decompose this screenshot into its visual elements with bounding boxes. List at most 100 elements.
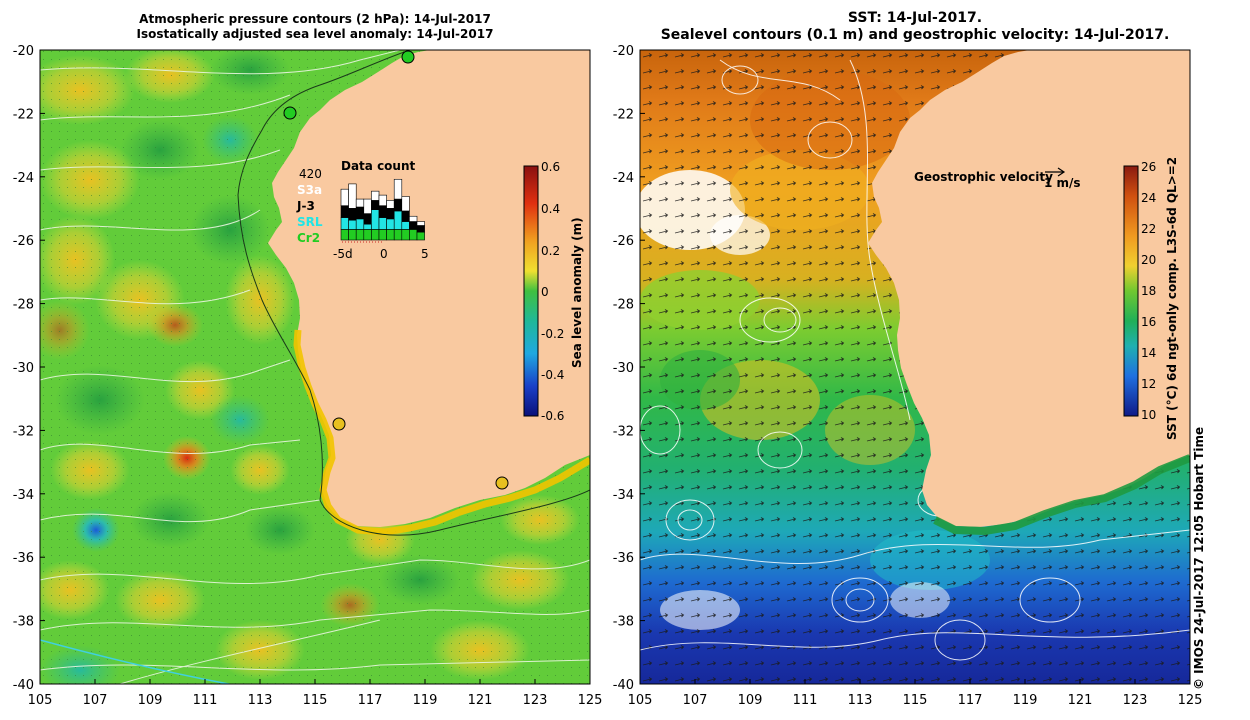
velocity-key-arrow bbox=[1045, 167, 1066, 177]
sst-colorbar-gradient bbox=[1123, 165, 1139, 417]
data-count-bar-j-3 bbox=[393, 198, 403, 212]
data-count-bar-srl bbox=[371, 209, 380, 230]
velocity-key: Geostrophic velocity 1 m/s bbox=[914, 167, 1081, 190]
sst-colorbar-label: SST (°C) 6d ngt-only comp. L3S-6d QL>=2 bbox=[1165, 157, 1179, 440]
svg-text:-0.2: -0.2 bbox=[541, 327, 564, 341]
right-x-tick: 105 bbox=[628, 693, 653, 708]
shelf-contour bbox=[237, 194, 590, 536]
sla-colorbar-ticks: 0.6 0.4 0.2 0 -0.2 -0.4 -0.6 bbox=[541, 160, 564, 423]
right-x-tick: 119 bbox=[1013, 693, 1038, 708]
left-x-tick: 109 bbox=[138, 693, 163, 708]
data-count-bar-srl bbox=[401, 221, 410, 230]
data-count-bar-s3a bbox=[340, 188, 349, 206]
australia-land bbox=[268, 50, 590, 527]
svg-text:26: 26 bbox=[1141, 160, 1156, 174]
data-count-bar-cr2 bbox=[416, 231, 425, 241]
data-count-bar-s3a bbox=[386, 200, 395, 209]
left-x-tick: 121 bbox=[468, 693, 493, 708]
right-x-tick: 117 bbox=[958, 693, 983, 708]
svg-text:16: 16 bbox=[1141, 315, 1156, 329]
data-count-bar-srl bbox=[355, 218, 365, 230]
left-panel-title: Atmospheric pressure contours (2 hPa): 1… bbox=[40, 12, 590, 42]
left-x-tick: 113 bbox=[248, 693, 273, 708]
right-y-tick: -34 bbox=[613, 488, 634, 503]
data-count-bar-cr2 bbox=[363, 229, 372, 241]
svg-text:12: 12 bbox=[1141, 377, 1156, 391]
data-count-bar-j-3 bbox=[363, 213, 372, 225]
right-x-tick: 115 bbox=[903, 693, 928, 708]
right-x-tick: 109 bbox=[738, 693, 763, 708]
left-y-tick: -28 bbox=[13, 298, 34, 313]
left-x-tick: 117 bbox=[358, 693, 383, 708]
right-y-tick: -26 bbox=[613, 234, 634, 249]
x-tick-minus5d: -5d bbox=[333, 247, 353, 261]
left-x-tick: 111 bbox=[193, 693, 218, 708]
right-y-tick: -32 bbox=[613, 424, 634, 439]
right-title-line2: Sealevel contours (0.1 m) and geostrophi… bbox=[660, 27, 1170, 43]
sla-colorbar-label: Sea level anomaly (m) bbox=[570, 217, 584, 368]
data-count-bar-s3a bbox=[393, 178, 403, 200]
tide-gauge-north[interactable] bbox=[401, 50, 415, 64]
data-count-bar-s3a bbox=[363, 198, 372, 214]
x-tick-0: 0 bbox=[380, 247, 388, 261]
left-y-tick: -30 bbox=[13, 361, 34, 376]
right-title-line1: SST: 14-Jul-2017. bbox=[847, 10, 983, 26]
svg-text:24: 24 bbox=[1141, 191, 1156, 205]
right-x-tick: 125 bbox=[1178, 693, 1203, 708]
data-count-bar-srl bbox=[393, 210, 403, 230]
left-x-tick: 115 bbox=[303, 693, 328, 708]
right-y-tick: -22 bbox=[613, 107, 634, 122]
svg-text:10: 10 bbox=[1141, 408, 1156, 422]
tide-gauge-exmouth[interactable] bbox=[283, 106, 297, 120]
data-count-bar-j-3 bbox=[378, 205, 387, 218]
data-count-bar-cr2 bbox=[371, 229, 380, 241]
data-count-bars bbox=[340, 178, 425, 241]
tide-gauge-fremantle[interactable] bbox=[332, 417, 346, 431]
data-count-bar-j-3 bbox=[371, 200, 380, 210]
data-count-bar-s3a bbox=[409, 215, 418, 222]
credit-text: © IMOS 24-Jul-2017 12:05 Hobart Time bbox=[1192, 426, 1206, 690]
left-y-tick: -20 bbox=[13, 44, 34, 59]
tide-gauge-esperance[interactable] bbox=[495, 476, 509, 490]
velocity-key-unit: 1 m/s bbox=[1044, 176, 1081, 190]
data-count-bar-j-3 bbox=[401, 210, 410, 222]
right-x-tick: 123 bbox=[1123, 693, 1148, 708]
data-count-bar-cr2 bbox=[393, 229, 403, 241]
right-x-tick: 113 bbox=[848, 693, 873, 708]
data-count-bar-j-3 bbox=[409, 221, 418, 230]
data-count-bar-cr2 bbox=[401, 229, 410, 241]
data-count-bar-cr2 bbox=[340, 229, 349, 241]
legend-s3a: S3a bbox=[297, 183, 322, 197]
right-y-tick: -20 bbox=[613, 44, 634, 59]
left-y-tick: -40 bbox=[13, 678, 34, 693]
svg-text:20: 20 bbox=[1141, 253, 1156, 267]
legend-srl: SRL bbox=[297, 215, 323, 229]
legend-cr2: Cr2 bbox=[297, 231, 320, 245]
right-panel-title: SST: 14-Jul-2017. Sealevel contours (0.1… bbox=[640, 10, 1190, 44]
svg-text:-0.6: -0.6 bbox=[541, 409, 564, 423]
data-count-bar-srl bbox=[348, 219, 357, 230]
data-count-bar-cr2 bbox=[348, 229, 357, 241]
data-count-bar-s3a bbox=[355, 198, 365, 208]
data-count-bar-j-3 bbox=[386, 208, 395, 220]
data-count-bar-cr2 bbox=[386, 229, 395, 241]
data-count-title: Data count bbox=[341, 159, 416, 173]
data-count-bar-j-3 bbox=[355, 206, 365, 220]
left-y-tick: -26 bbox=[13, 234, 34, 249]
data-count-bar-j-3 bbox=[416, 225, 425, 233]
svg-text:14: 14 bbox=[1141, 346, 1156, 360]
data-count-bar-s3a bbox=[348, 183, 357, 209]
data-count-bar-s3a bbox=[416, 221, 425, 226]
left-y-tick: -34 bbox=[13, 488, 34, 503]
right-y-tick: -24 bbox=[613, 171, 634, 186]
data-count-bar-s3a bbox=[371, 190, 380, 201]
right-x-tick: 121 bbox=[1068, 693, 1093, 708]
data-count-bar-srl bbox=[340, 217, 349, 230]
right-y-tick: -30 bbox=[613, 361, 634, 376]
sla-colorbar-gradient bbox=[523, 165, 539, 417]
left-y-tick: -24 bbox=[13, 171, 34, 186]
data-count-bar-cr2 bbox=[355, 229, 365, 241]
data-count-bar-cr2 bbox=[378, 229, 387, 241]
sst-colorbar-ticks: 26 24 22 20 18 16 14 12 10 bbox=[1141, 160, 1156, 422]
